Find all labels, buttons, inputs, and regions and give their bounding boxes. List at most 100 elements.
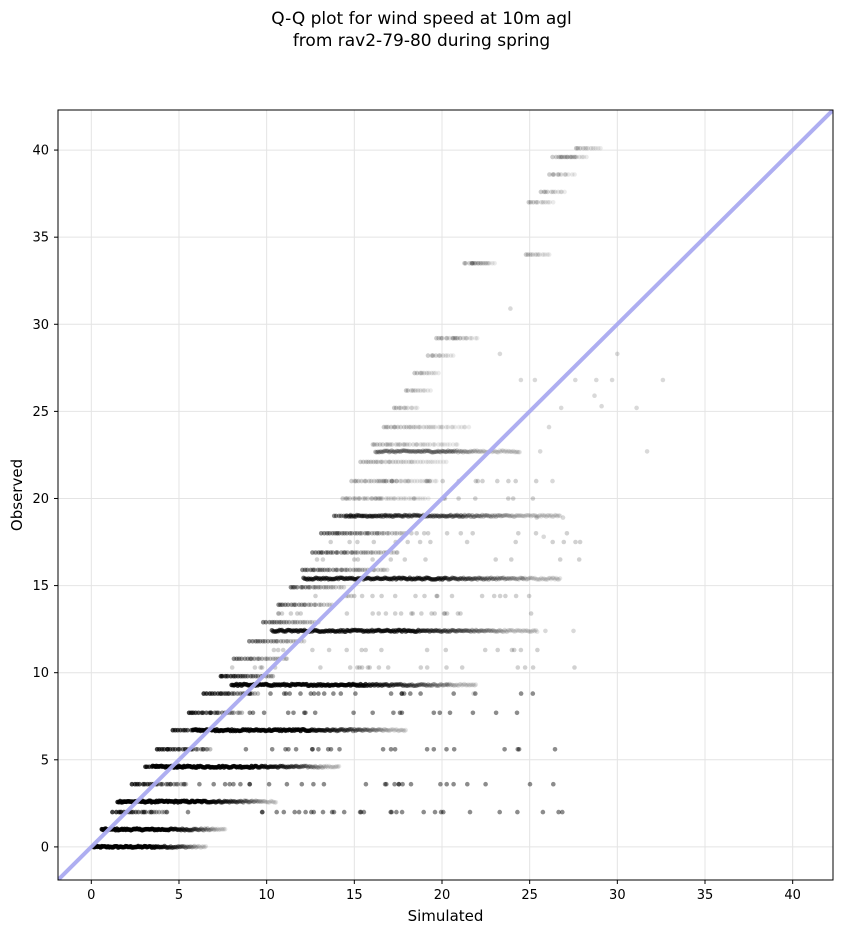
data-point bbox=[379, 727, 385, 733]
data-point bbox=[406, 514, 411, 519]
data-point bbox=[180, 764, 186, 770]
data-point bbox=[429, 611, 434, 616]
data-point bbox=[366, 531, 372, 536]
data-point bbox=[237, 799, 242, 804]
data-point bbox=[481, 261, 486, 266]
x-tick-label: 40 bbox=[784, 888, 801, 903]
data-point bbox=[441, 513, 446, 519]
data-point bbox=[511, 628, 516, 634]
data-point bbox=[386, 531, 392, 536]
data-point bbox=[491, 628, 496, 633]
data-point bbox=[428, 628, 434, 633]
data-point bbox=[414, 449, 420, 454]
reference-line-group bbox=[58, 110, 833, 880]
data-point bbox=[447, 710, 453, 716]
data-point bbox=[374, 531, 380, 536]
data-point bbox=[149, 764, 155, 770]
data-point bbox=[520, 576, 525, 581]
data-point bbox=[439, 448, 445, 454]
data-point bbox=[409, 388, 414, 393]
data-point bbox=[551, 172, 557, 177]
data-point bbox=[352, 531, 358, 536]
data-point bbox=[341, 550, 347, 555]
data-point bbox=[412, 512, 417, 518]
data-point bbox=[509, 627, 515, 633]
data-point bbox=[412, 448, 417, 454]
data-point bbox=[116, 844, 121, 850]
data-point bbox=[409, 514, 415, 519]
data-point bbox=[283, 656, 289, 662]
data-point bbox=[426, 424, 432, 430]
data-point bbox=[149, 809, 154, 815]
data-point bbox=[551, 575, 556, 581]
data-point bbox=[321, 764, 327, 769]
data-point bbox=[424, 459, 429, 465]
data-point bbox=[302, 619, 308, 625]
data-point bbox=[453, 629, 459, 634]
data-point bbox=[309, 619, 315, 625]
data-point bbox=[414, 405, 420, 411]
data-point bbox=[468, 577, 474, 582]
data-point bbox=[563, 154, 569, 160]
data-point bbox=[357, 567, 363, 573]
data-point bbox=[229, 710, 235, 716]
data-point bbox=[168, 781, 173, 787]
data-point bbox=[395, 550, 400, 555]
data-point bbox=[522, 665, 528, 670]
data-point bbox=[136, 809, 141, 815]
data-point bbox=[351, 513, 357, 519]
data-point bbox=[365, 514, 371, 519]
data-point bbox=[444, 335, 450, 341]
data-point bbox=[456, 577, 461, 582]
data-point bbox=[473, 449, 479, 455]
data-point bbox=[402, 512, 407, 518]
data-point bbox=[436, 442, 441, 447]
data-point bbox=[491, 593, 497, 599]
data-point bbox=[327, 602, 332, 608]
data-point bbox=[357, 531, 363, 536]
data-point bbox=[531, 513, 536, 518]
data-point bbox=[143, 844, 149, 850]
data-point bbox=[484, 261, 490, 266]
data-point bbox=[217, 827, 223, 832]
data-point bbox=[473, 691, 478, 696]
data-point bbox=[584, 154, 589, 160]
data-point bbox=[293, 747, 299, 752]
data-point bbox=[200, 827, 205, 833]
data-point bbox=[432, 459, 438, 465]
data-point bbox=[405, 388, 411, 393]
data-point bbox=[372, 531, 377, 536]
data-point bbox=[212, 710, 218, 716]
data-point bbox=[453, 576, 459, 582]
data-point bbox=[241, 800, 246, 805]
data-point bbox=[422, 593, 427, 599]
data-point bbox=[553, 575, 559, 581]
data-point bbox=[292, 585, 297, 590]
data-point bbox=[415, 448, 421, 454]
y-tick-label: 10 bbox=[32, 666, 49, 681]
x-tick-label: 5 bbox=[175, 888, 183, 903]
data-point bbox=[347, 514, 352, 519]
data-point bbox=[417, 682, 422, 688]
data-point bbox=[201, 747, 206, 752]
data-point bbox=[374, 531, 380, 536]
data-point bbox=[467, 628, 472, 634]
data-point bbox=[217, 727, 222, 733]
data-point bbox=[138, 844, 144, 850]
data-point bbox=[337, 747, 342, 752]
data-point bbox=[420, 448, 426, 454]
data-point bbox=[474, 628, 480, 634]
data-point bbox=[528, 514, 534, 519]
data-point bbox=[533, 513, 539, 519]
data-point bbox=[470, 261, 475, 266]
data-point bbox=[440, 424, 445, 430]
data-point bbox=[464, 683, 470, 688]
data-point bbox=[461, 682, 466, 688]
data-point bbox=[373, 513, 378, 519]
data-point bbox=[357, 727, 362, 732]
data-point bbox=[516, 531, 521, 536]
data-point bbox=[253, 639, 258, 644]
data-point bbox=[535, 647, 540, 653]
data-point bbox=[438, 781, 443, 787]
data-point bbox=[518, 513, 524, 518]
